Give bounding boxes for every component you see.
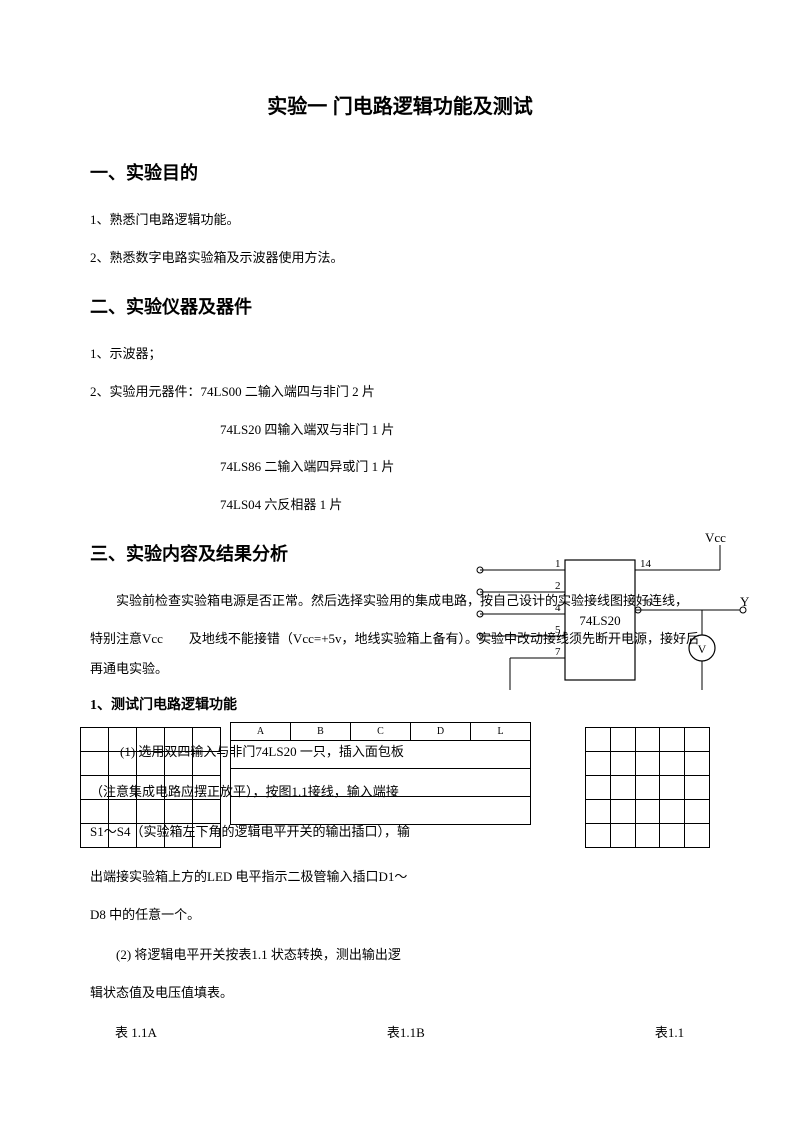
svg-text:7: 7 bbox=[555, 646, 561, 658]
section1-item2: 2、熟悉数字电路实验箱及示波器使用方法。 bbox=[90, 243, 710, 273]
step2-line2: 辑状态值及电压值填表。 bbox=[90, 978, 710, 1008]
svg-text:2: 2 bbox=[555, 580, 561, 592]
section2-item1: 1、示波器； bbox=[90, 339, 710, 369]
component-3: 74LS04 六反相器 1 片 bbox=[220, 490, 710, 520]
circuit-diagram: 74LS20 1 2 4 5 7 14 Vcc 6 Y V bbox=[450, 530, 750, 710]
svg-text:1: 1 bbox=[555, 558, 561, 570]
component-2: 74LS86 二输入端四异或门 1 片 bbox=[220, 452, 710, 482]
svg-text:4: 4 bbox=[555, 602, 561, 614]
vcc-label: Vcc bbox=[705, 530, 726, 545]
svg-text:14: 14 bbox=[640, 558, 652, 570]
component-list: 74LS20 四输入端双与非门 1 片 74LS86 二输入端四异或门 1 片 … bbox=[220, 415, 710, 521]
table-labels-row: 表 1.1A 表1.1B 表1.1 bbox=[90, 1022, 710, 1041]
step1-line4: 出端接实验箱上方的LED 电平指示二极管输入插口D1～ bbox=[90, 862, 710, 892]
label-1-1b: 表1.1B bbox=[387, 1022, 425, 1041]
section2-heading: 二、实验仪器及器件 bbox=[90, 293, 710, 319]
tables-area: A B C D L (1) 选用双四输入与非门74LS20 一只，插入面包板 （… bbox=[90, 722, 710, 852]
page-title: 实验一 门电路逻辑功能及测试 bbox=[90, 90, 710, 119]
section2-item2: 2、实验用元器件：74LS00 二输入端四与非门 2 片 bbox=[90, 377, 710, 407]
step1-line1: (1) 选用双四输入与非门74LS20 一只，插入面包板 bbox=[120, 737, 560, 767]
table-1-1 bbox=[585, 727, 710, 848]
step1-line5: D8 中的任意一个。 bbox=[90, 900, 710, 930]
step2-line1: (2) 将逻辑电平开关按表1.1 状态转换，测出输出逻 bbox=[90, 940, 710, 970]
svg-text:5: 5 bbox=[555, 624, 561, 636]
label-1-1: 表1.1 bbox=[655, 1022, 684, 1041]
section1-heading: 一、实验目的 bbox=[90, 159, 710, 185]
step1-line3: S1～S4（实验箱左下角的逻辑电平开关的输出插口），输 bbox=[90, 817, 530, 847]
chip-label: 74LS20 bbox=[579, 613, 620, 628]
step1-line2: （注意集成电路应摆正放平），按图1.1接线，输入端接 bbox=[90, 777, 530, 807]
voltmeter-label: V bbox=[698, 642, 707, 656]
label-1-1a: 表 1.1A bbox=[115, 1022, 157, 1041]
svg-text:6: 6 bbox=[646, 597, 652, 609]
y-label: Y bbox=[740, 594, 750, 609]
component-1: 74LS20 四输入端双与非门 1 片 bbox=[220, 415, 710, 445]
section1-item1: 1、熟悉门电路逻辑功能。 bbox=[90, 205, 710, 235]
